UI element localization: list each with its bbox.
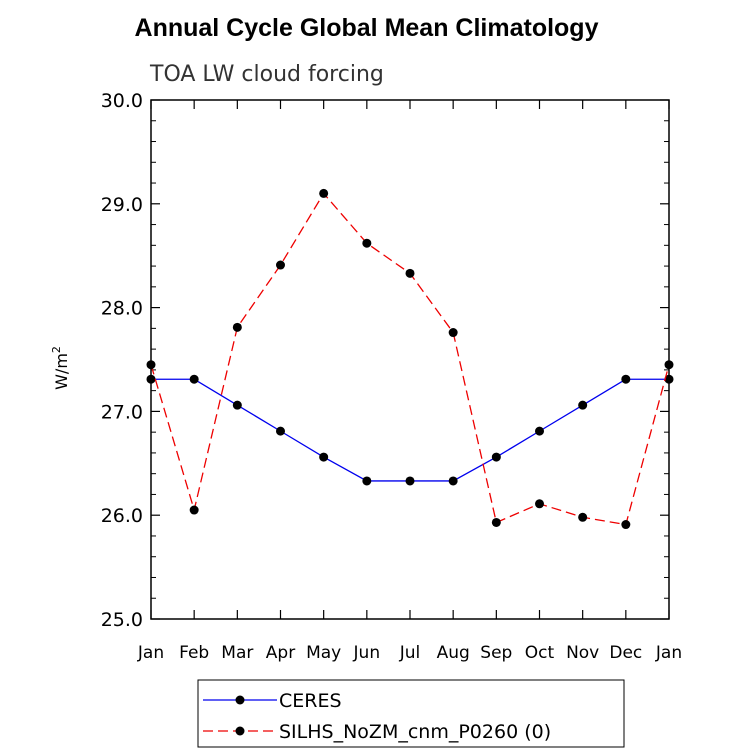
data-point	[491, 452, 501, 462]
legend-label: CERES	[279, 690, 342, 712]
series-layer	[146, 188, 674, 530]
axis-ticks: 25.0 26.0 27.0 28.0 29.0 30.0 Jan Feb Mar Apr May J…	[101, 90, 682, 663]
data-point	[146, 374, 156, 384]
x-tick-label: Oct	[525, 643, 555, 663]
data-point	[664, 374, 674, 384]
series-line	[150, 192, 670, 526]
legend: CERES SILHS_NoZM_cnm_P0260 (0)	[197, 679, 625, 748]
legend-label: SILHS_NoZM_cnm_P0260 (0)	[279, 721, 551, 743]
y-tick-label: 25.0	[101, 609, 143, 631]
x-tick-label: Apr	[266, 643, 295, 663]
x-tick-label: Mar	[221, 643, 253, 663]
data-point	[362, 476, 372, 486]
data-point	[405, 476, 415, 486]
y-axis-label-text: W/m	[52, 353, 71, 390]
data-point	[362, 238, 372, 248]
legend-marker	[235, 695, 245, 705]
series-0	[146, 374, 674, 486]
data-point	[535, 426, 544, 436]
chart-subtitle: TOA LW cloud forcing	[149, 62, 384, 87]
data-point	[276, 426, 285, 436]
x-tick-label: Dec	[609, 643, 642, 663]
legend-item: SILHS_NoZM_cnm_P0260 (0)	[203, 721, 551, 743]
data-point	[232, 322, 242, 332]
data-point	[146, 360, 156, 370]
data-point	[448, 328, 458, 338]
series-1	[146, 188, 674, 530]
x-tick-label: Jul	[399, 643, 421, 663]
y-tick-label: 30.0	[101, 90, 143, 112]
legend-box	[197, 679, 625, 748]
data-point	[276, 260, 285, 270]
data-point	[578, 512, 588, 522]
legend-marker	[235, 726, 245, 736]
y-tick-label: 26.0	[101, 505, 143, 527]
x-tick-label: Feb	[179, 643, 209, 663]
x-tick-label: Jan	[137, 643, 164, 663]
data-point	[319, 452, 329, 462]
data-point	[232, 400, 242, 410]
data-point	[491, 517, 501, 527]
data-point	[189, 374, 199, 384]
y-tick-label: 29.0	[101, 194, 143, 216]
data-point	[621, 374, 631, 384]
x-tick-label: Nov	[566, 643, 599, 663]
x-tick-label: Aug	[437, 643, 470, 663]
plot-frame	[150, 99, 670, 620]
data-point	[621, 520, 631, 530]
data-point	[664, 360, 674, 370]
data-point	[189, 505, 199, 515]
data-point	[578, 400, 588, 410]
x-tick-label: Jan	[655, 643, 682, 663]
x-tick-label: May	[306, 643, 341, 663]
y-axis-label: W/m2	[50, 346, 71, 390]
data-point	[448, 476, 458, 486]
data-point	[319, 188, 329, 198]
data-point	[405, 268, 415, 278]
x-tick-label: Jun	[353, 643, 381, 663]
y-tick-label: 27.0	[101, 401, 143, 423]
data-point	[535, 499, 544, 509]
series-line	[151, 378, 669, 482]
x-tick-label: Sep	[480, 643, 512, 663]
y-axis-label-sup: 2	[50, 346, 63, 353]
legend-item: CERES	[203, 690, 342, 712]
chart-title: Annual Cycle Global Mean Climatology	[134, 14, 599, 42]
y-tick-label: 28.0	[101, 298, 143, 320]
